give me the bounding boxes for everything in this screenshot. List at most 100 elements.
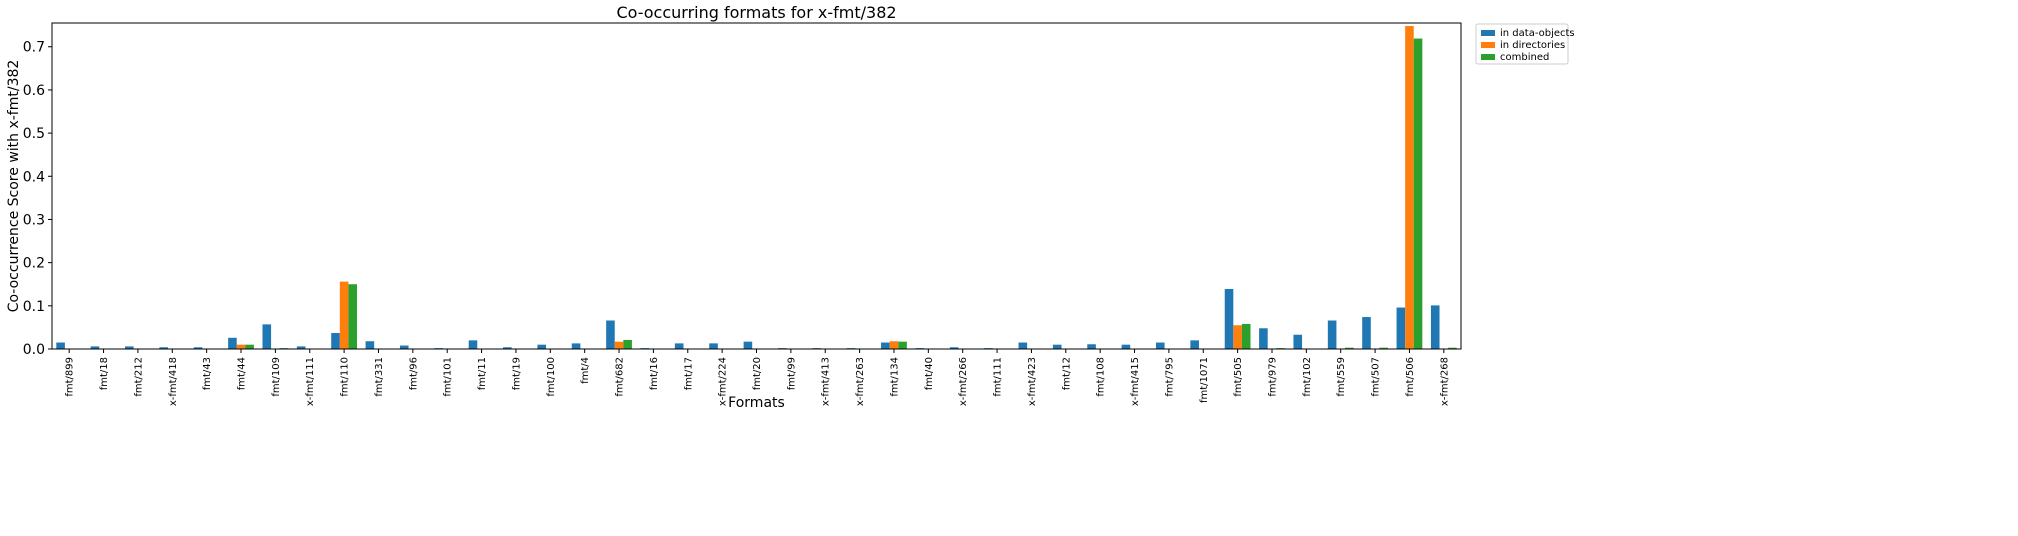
x-tick-label: fmt/102: [1302, 357, 1313, 397]
x-tick-label: fmt/507: [1371, 357, 1382, 397]
bar-in-data-objects-x-fmt-266: [949, 347, 959, 349]
bar-in-data-objects-fmt-96: [399, 345, 409, 349]
x-tick-label: fmt/17: [683, 357, 694, 390]
bar-in-data-objects-fmt-795: [1156, 342, 1165, 349]
bar-in-data-objects-fmt-11: [468, 340, 478, 349]
bar-in-directories-fmt-44: [236, 344, 246, 349]
bar-combined-fmt-110: [348, 284, 357, 349]
bar-combined-fmt-506: [1413, 38, 1423, 349]
bar-in-data-objects-x-fmt-415: [1121, 344, 1131, 349]
plot-frame: [51, 22, 1462, 350]
bar-in-data-objects-fmt-682: [606, 320, 615, 349]
bar-in-data-objects-fmt-100: [537, 344, 547, 349]
x-tick-label: fmt/899: [65, 357, 76, 397]
legend-swatch: [1481, 42, 1495, 48]
x-tick-label: x-fmt/423: [1027, 357, 1038, 406]
y-tick-label: 0.1: [23, 299, 45, 315]
bar-in-directories-fmt-505: [1233, 325, 1242, 349]
y-tick-label: 0.3: [23, 212, 45, 228]
legend-label: combined: [1500, 52, 1549, 63]
x-tick-label: x-fmt/413: [821, 357, 832, 406]
bar-in-directories-fmt-134: [889, 341, 899, 349]
bar-in-data-objects-fmt-20: [743, 341, 753, 349]
x-tick-label: fmt/212: [133, 357, 144, 397]
bar-in-data-objects-x-fmt-111: [296, 346, 306, 349]
bar-in-directories-fmt-682: [614, 341, 624, 349]
y-tick-label: 0.4: [23, 169, 45, 185]
bar-in-data-objects-fmt-506: [1396, 307, 1406, 349]
y-axis-label: Co-occurrence Score with x-fmt/382: [6, 60, 22, 313]
x-axis-label: Formats: [728, 395, 785, 411]
x-ticks-group: fmt/899 fmt/18 fmt/212 x-fmt/418 fmt/43 fmt/4…: [65, 349, 1450, 406]
bar-in-data-objects-fmt-505: [1224, 288, 1234, 349]
bar-in-data-objects-fmt-102: [1293, 334, 1303, 349]
bar-in-data-objects-fmt-1071: [1190, 340, 1199, 349]
legend-label: in data-objects: [1500, 28, 1575, 39]
x-tick-label: fmt/559: [1336, 357, 1347, 397]
y-tick-label: 0.6: [23, 83, 45, 99]
x-tick-label: fmt/100: [546, 357, 557, 397]
x-tick-label: fmt/16: [649, 357, 660, 390]
x-tick-label: fmt/19: [511, 357, 522, 390]
x-tick-label: fmt/4: [580, 357, 591, 384]
y-tick-label: 0.5: [23, 126, 45, 142]
x-tick-label: fmt/110: [340, 357, 351, 397]
bar-combined-fmt-682: [623, 339, 632, 349]
bar-combined-fmt-134: [898, 341, 907, 349]
bar-in-data-objects-fmt-507: [1362, 317, 1371, 349]
x-tick-label: fmt/44: [237, 357, 248, 390]
x-tick-label: fmt/1071: [1199, 357, 1210, 403]
y-ticks-group: 0.0 0.1 0.2 0.3 0.4 0.5 0.6 0.7: [23, 40, 52, 358]
bar-in-data-objects-fmt-43: [193, 347, 203, 349]
x-tick-label: fmt/20: [752, 357, 763, 390]
bar-in-data-objects-fmt-559: [1327, 320, 1337, 349]
x-tick-label: fmt/331: [374, 357, 385, 397]
x-tick-label: x-fmt/418: [168, 357, 179, 406]
bar-in-data-objects-fmt-4: [571, 343, 581, 349]
bar-in-data-objects-fmt-212: [125, 346, 134, 349]
y-tick-label: 0.2: [23, 256, 45, 272]
bar-in-data-objects-fmt-17: [674, 343, 684, 349]
x-tick-label: fmt/682: [615, 357, 626, 397]
legend-label: in directories: [1500, 40, 1565, 51]
y-tick-label: 0.7: [23, 40, 45, 56]
bar-combined-fmt-507: [1379, 347, 1388, 349]
x-tick-label: fmt/11: [477, 357, 488, 390]
bar-in-data-objects-x-fmt-418: [159, 347, 168, 349]
legend-box: [1475, 23, 1569, 65]
x-tick-label: fmt/979: [1267, 357, 1278, 397]
bar-in-data-objects-fmt-19: [503, 347, 512, 349]
x-tick-label: fmt/18: [99, 357, 110, 390]
bar-in-data-objects-fmt-18: [90, 346, 100, 349]
y-tick-label: 0.0: [23, 342, 45, 358]
bar-in-data-objects-fmt-44: [228, 337, 237, 349]
x-tick-label: x-fmt/111: [305, 357, 316, 406]
x-tick-label: x-fmt/268: [1439, 357, 1450, 406]
bar-in-data-objects-fmt-899: [56, 342, 65, 349]
chart-title: Co-occurring formats for x-fmt/382: [616, 3, 896, 22]
bar-in-data-objects-x-fmt-268: [1430, 305, 1440, 349]
bar-in-directories-fmt-506: [1405, 26, 1414, 349]
bar-in-data-objects-fmt-109: [262, 324, 272, 349]
bar-combined-fmt-44: [245, 344, 254, 349]
x-tick-label: x-fmt/415: [1130, 357, 1141, 406]
x-tick-label: fmt/43: [202, 357, 213, 390]
x-tick-label: x-fmt/224: [718, 357, 729, 406]
x-tick-label: x-fmt/266: [958, 357, 969, 406]
legend-swatch: [1481, 30, 1495, 36]
bar-in-data-objects-fmt-12: [1052, 344, 1062, 349]
x-tick-label: fmt/134: [889, 357, 900, 397]
bar-combined-x-fmt-268: [1448, 347, 1457, 349]
x-tick-label: fmt/505: [1233, 357, 1244, 397]
x-tick-label: fmt/12: [1061, 357, 1072, 390]
x-tick-label: fmt/40: [924, 357, 935, 390]
x-tick-label: fmt/108: [1096, 357, 1107, 397]
x-tick-label: fmt/96: [408, 357, 419, 390]
bars-group: [56, 26, 1457, 349]
bar-in-data-objects-fmt-108: [1087, 344, 1096, 349]
bar-in-data-objects-x-fmt-423: [1018, 342, 1028, 349]
x-tick-label: fmt/506: [1405, 357, 1416, 397]
x-tick-label: fmt/109: [271, 357, 282, 397]
bar-in-data-objects-fmt-331: [365, 341, 375, 349]
